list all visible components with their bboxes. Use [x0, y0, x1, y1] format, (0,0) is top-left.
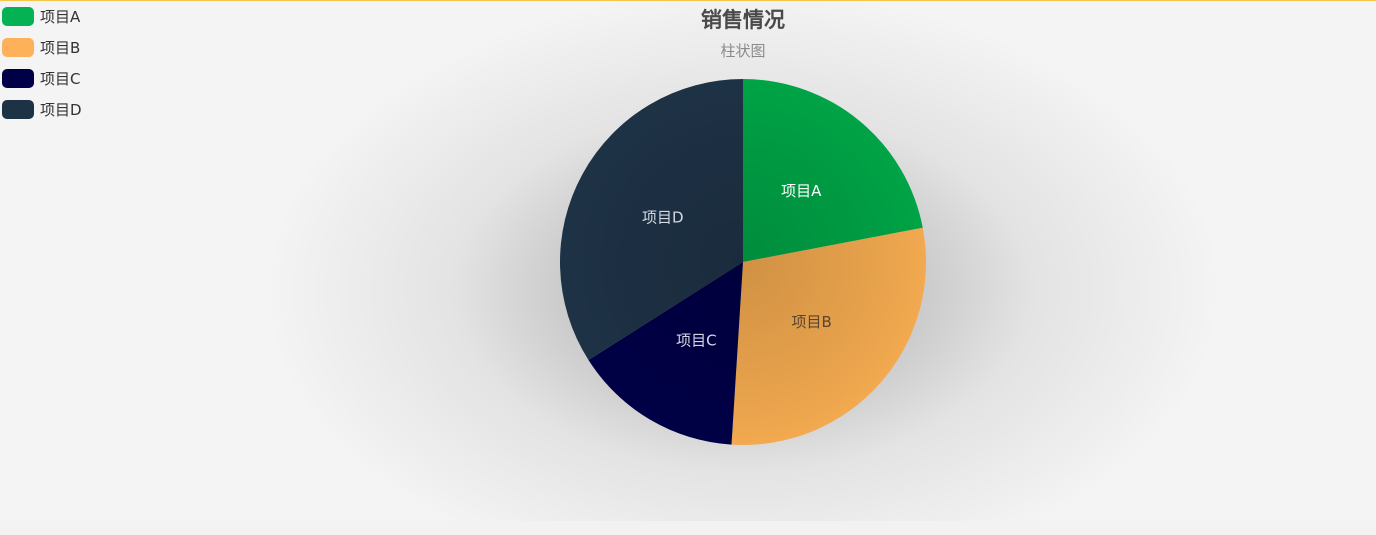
pie-slice-label-c: 项目C — [676, 331, 716, 349]
legend-swatch-a — [2, 6, 34, 26]
legend-item-d[interactable]: 项目D — [2, 99, 82, 119]
pie-slice-label-a: 项目A — [781, 182, 822, 200]
pie-slice-label-d: 项目D — [642, 208, 684, 226]
legend-item-b[interactable]: 项目B — [2, 37, 82, 57]
chart-subtitle: 柱状图 — [720, 42, 766, 60]
legend-label-c: 项目C — [40, 69, 81, 88]
legend-label-b: 项目B — [40, 38, 81, 57]
legend-label-a: 项目A — [40, 7, 81, 26]
legend-item-c[interactable]: 项目C — [2, 68, 82, 88]
legend-swatch-c — [2, 68, 34, 88]
legend-swatch-d — [2, 99, 34, 119]
pie-slice-labels: 项目A 项目B 项目C 项目D — [642, 182, 832, 349]
chart-title: 销售情况 — [701, 8, 785, 32]
pie-slice-label-b: 项目B — [791, 313, 831, 331]
legend-item-a[interactable]: 项目A — [2, 6, 82, 26]
pie-slices — [559, 79, 927, 446]
legend: 项目A 项目B 项目C 项目D — [2, 6, 82, 130]
legend-swatch-b — [2, 37, 34, 57]
legend-label-d: 项目D — [40, 100, 82, 119]
bottom-strip — [0, 521, 1376, 535]
